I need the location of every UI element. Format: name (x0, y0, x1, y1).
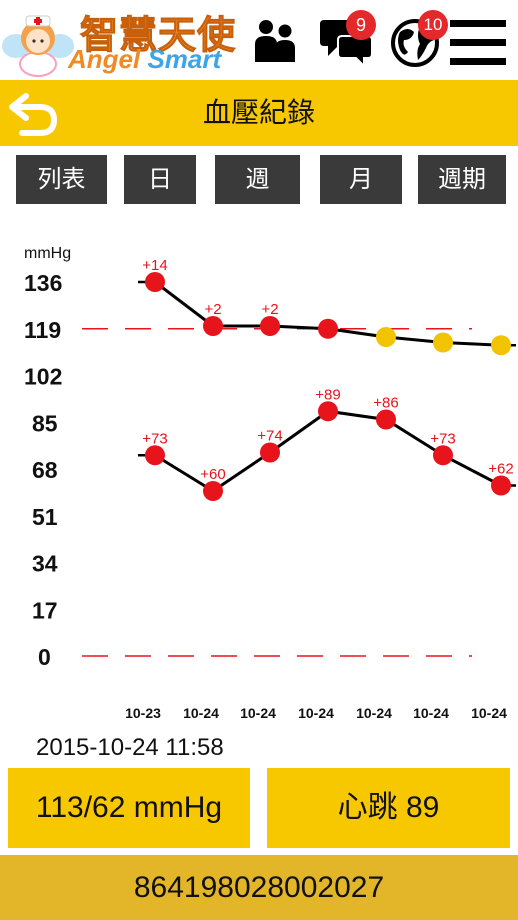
data-label: +86 (373, 395, 398, 412)
tab-day[interactable]: 日 (124, 155, 196, 204)
data-point (433, 445, 453, 466)
y-tick-label: 68 (32, 457, 58, 483)
data-point (491, 475, 511, 496)
logo-angel-word: Angel (68, 44, 141, 74)
messages-badge: 9 (346, 10, 376, 40)
tab-week[interactable]: 週 (215, 155, 300, 204)
app-logo: 智慧天使 Angel Smart (0, 0, 245, 78)
data-point (318, 318, 338, 339)
data-label: +14 (142, 257, 167, 274)
data-point (433, 332, 453, 353)
hamburger-menu-icon[interactable] (450, 20, 506, 66)
data-point (145, 272, 165, 292)
heartrate-box: 心跳 89 (267, 768, 510, 848)
logo-chinese-text: 智慧天使 (79, 13, 237, 58)
logo-english-text: Angel Smart (68, 44, 221, 75)
data-label: +74 (257, 428, 282, 445)
tab-list[interactable]: 列表 (16, 155, 107, 204)
y-tick-label: 119 (24, 317, 61, 343)
title-bar: 血壓紀錄 (0, 80, 518, 146)
data-label: +73 (142, 430, 167, 447)
data-point (260, 442, 280, 463)
data-label: +2 (261, 301, 278, 318)
y-axis-unit-label: mmHg (24, 245, 71, 262)
messages-button[interactable]: 9 (318, 8, 382, 68)
data-label: +2 (204, 301, 221, 318)
x-tick-label: 10-24 (240, 705, 276, 721)
y-tick-label: 34 (32, 551, 58, 577)
tab-cycle[interactable]: 週期 (418, 155, 506, 204)
x-tick-label: 10-24 (298, 705, 334, 721)
data-point (376, 409, 396, 430)
logo-smart-word: Smart (147, 44, 222, 74)
data-point (203, 316, 223, 336)
x-tick-label: 10-24 (183, 705, 219, 721)
data-point (203, 481, 223, 501)
data-point (376, 327, 396, 347)
y-tick-label: 102 (24, 364, 62, 390)
y-tick-label: 17 (32, 597, 58, 623)
data-point (318, 401, 338, 422)
x-tick-label: 10-24 (471, 705, 507, 721)
people-icon[interactable] (254, 16, 298, 64)
x-tick-label: 10-24 (356, 705, 392, 721)
tab-month[interactable]: 月 (320, 155, 402, 204)
data-point (491, 335, 511, 356)
y-tick-label: 0 (38, 644, 51, 670)
device-id-bar: 864198028002027 (0, 855, 518, 920)
reading-datetime: 2015-10-24 11:58 (36, 734, 224, 761)
data-point (260, 316, 280, 336)
x-tick-label: 10-23 (125, 705, 161, 721)
data-label: +89 (315, 386, 340, 403)
pressure-box: 113/62 mmHg (8, 768, 250, 848)
x-tick-label: 10-24 (413, 705, 449, 721)
app-header: 智慧天使 Angel Smart 9 10 (0, 0, 518, 78)
data-label: +62 (488, 461, 513, 478)
angel-nurse-icon (2, 15, 74, 77)
data-label: +60 (200, 466, 225, 483)
data-point (145, 445, 165, 466)
y-tick-label: 136 (24, 270, 62, 296)
blood-pressure-chart: mmHg 136 119 102 85 68 51 34 17 0 10-23 10-24 10-24 1… (24, 245, 516, 721)
back-arrow-icon[interactable] (8, 90, 62, 138)
page-title: 血壓紀錄 (202, 96, 315, 129)
y-tick-label: 51 (32, 504, 58, 530)
global-button[interactable]: 10 (388, 8, 452, 72)
y-tick-label: 85 (32, 410, 58, 436)
data-label: +73 (430, 430, 455, 447)
global-badge: 10 (418, 10, 448, 40)
